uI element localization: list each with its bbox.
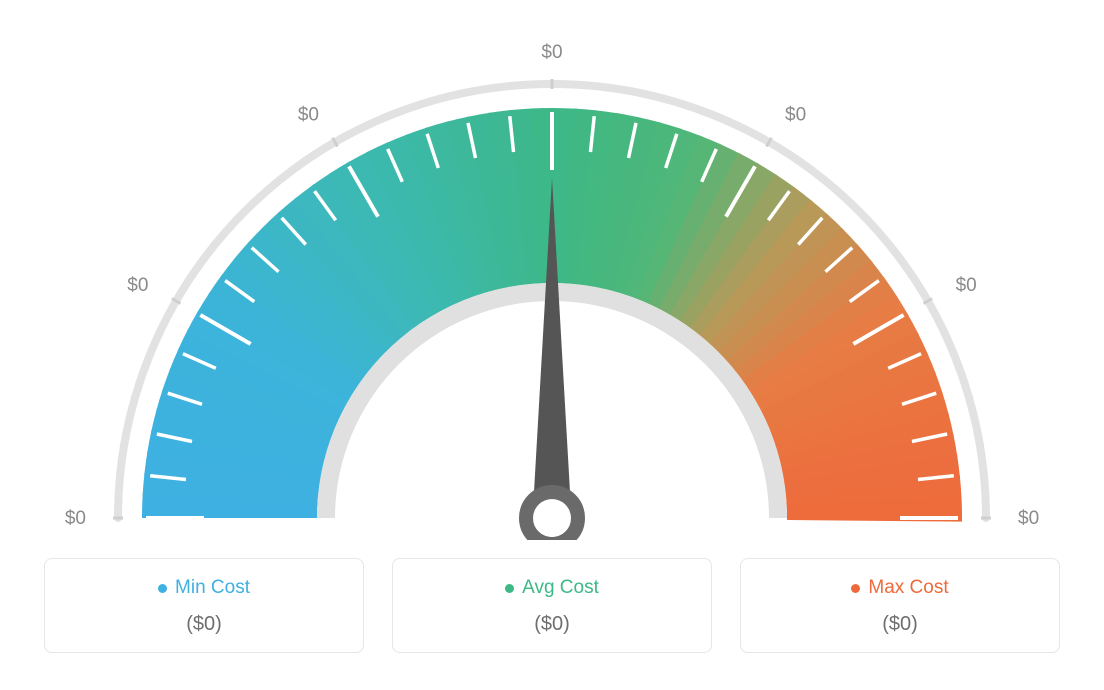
legend-dot-avg bbox=[505, 584, 514, 593]
gauge-tick-label: $0 bbox=[1018, 508, 1039, 529]
legend-dot-min bbox=[158, 584, 167, 593]
legend-value-min: ($0) bbox=[57, 613, 351, 636]
legend-value-max: ($0) bbox=[753, 613, 1047, 636]
legend-title-min: Min Cost bbox=[57, 577, 351, 599]
gauge-tick-label: $0 bbox=[298, 104, 319, 125]
legend-row: Min Cost ($0) Avg Cost ($0) Max Cost ($0) bbox=[40, 558, 1064, 653]
gauge-tick-label: $0 bbox=[956, 275, 977, 296]
legend-label-text: Avg Cost bbox=[522, 577, 599, 599]
legend-label-text: Min Cost bbox=[175, 577, 250, 599]
chart-container: $0$0$0$0$0$0$0 Min Cost($0)Avg Cost($0)M… bbox=[0, 0, 1104, 690]
gauge-tick-label: $0 bbox=[65, 508, 86, 529]
legend-card-min: Min Cost ($0) bbox=[44, 558, 364, 653]
legend-card-avg: Avg Cost ($0) bbox=[392, 558, 712, 653]
gauge-tick-label: $0 bbox=[127, 275, 148, 296]
legend-dot-max bbox=[851, 584, 860, 593]
legend-title-avg: Avg Cost bbox=[405, 577, 699, 599]
gauge-tick-label: $0 bbox=[785, 104, 806, 125]
legend-label-text: Max Cost bbox=[868, 577, 948, 599]
legend-value-avg: ($0) bbox=[405, 613, 699, 636]
gauge-svg: $0 $0 $0 $0 $0 $0 $0 bbox=[40, 20, 1064, 540]
legend-card-max: Max Cost ($0) bbox=[740, 558, 1060, 653]
gauge-needle-hub-inner bbox=[533, 499, 571, 537]
gauge-chart: $0 $0 $0 $0 $0 $0 $0 bbox=[40, 20, 1064, 540]
legend-title-max: Max Cost bbox=[753, 577, 1047, 599]
gauge-tick-label: $0 bbox=[541, 42, 562, 63]
